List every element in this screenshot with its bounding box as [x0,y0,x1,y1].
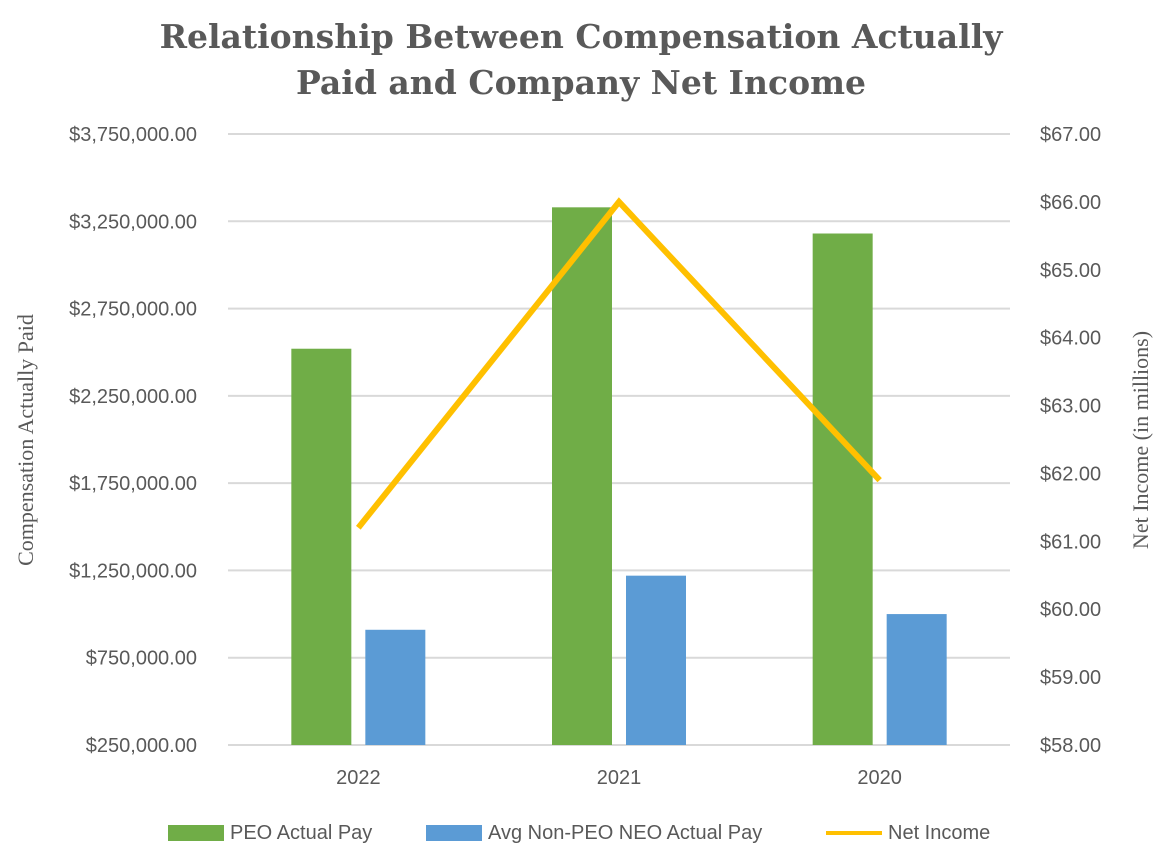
left-tick-label: $750,000.00 [86,648,197,670]
legend-item-peo: PEO Actual Pay [168,818,372,848]
right-tick-label: $64.00 [1040,328,1101,350]
right-axis-ticks: $58.00 $59.00 $60.00 $61.00 $62.00 $63.00 $64.… [1040,124,1101,757]
chart-title-line-1: Relationship Between Compensation Actual… [159,17,1003,56]
x-tick-label: 2020 [857,767,902,789]
bar-neo-2022 [365,629,426,745]
right-tick-label: $67.00 [1040,124,1101,146]
left-axis-ticks: $250,000.00 $750,000.00 $1,250,000.00 $1,75… [69,124,197,757]
legend-swatch-peo [168,825,224,841]
bar-peo-2021 [552,207,612,745]
legend-label-neo: Avg Non-PEO NEO Actual Pay [488,821,763,844]
right-tick-label: $58.00 [1040,735,1101,757]
right-tick-label: $59.00 [1040,667,1101,689]
right-tick-label: $63.00 [1040,396,1101,418]
right-tick-label: $66.00 [1040,192,1101,214]
bar-neo-2021 [626,575,686,745]
left-tick-label: $3,250,000.00 [69,211,197,233]
legend-item-neo: Avg Non-PEO NEO Actual Pay [426,818,762,848]
gridlines [228,133,1010,746]
bar-peo-2022 [291,348,352,745]
left-tick-label: $2,250,000.00 [69,386,197,408]
chart-title-line-2: Paid and Company Net Income [296,63,866,102]
legend: PEO Actual Pay Avg Non-PEO NEO Actual Pa… [0,818,1162,848]
legend-label-net-income: Net Income [888,821,991,844]
left-tick-label: $2,750,000.00 [69,299,197,321]
left-tick-label: $1,250,000.00 [69,560,197,582]
right-tick-label: $65.00 [1040,260,1101,282]
bar-peo-2020 [812,233,873,745]
x-tick-label: 2021 [597,767,642,789]
net-income-line [355,197,882,530]
chart-title: Relationship Between Compensation Actual… [0,14,1162,106]
right-tick-label: $60.00 [1040,599,1101,621]
right-axis-title: Net Income (in millions) [1128,331,1153,549]
line-series [355,197,882,530]
legend-item-net-income: Net Income [826,818,990,848]
legend-label-peo: PEO Actual Pay [230,821,373,844]
legend-swatch-net-income [826,831,882,835]
right-tick-label: $61.00 [1040,531,1101,553]
left-tick-label: $3,750,000.00 [69,124,197,146]
bar-neo-2020 [886,614,947,745]
bar-series [291,207,947,745]
left-tick-label: $1,750,000.00 [69,473,197,495]
right-tick-label: $62.00 [1040,463,1101,485]
left-tick-label: $250,000.00 [86,735,197,757]
x-tick-label: 2022 [336,767,381,789]
legend-swatch-neo [426,825,482,841]
x-axis-ticks: 2022 2021 2020 [336,767,902,789]
left-axis-title: Compensation Actually Paid [13,314,38,566]
